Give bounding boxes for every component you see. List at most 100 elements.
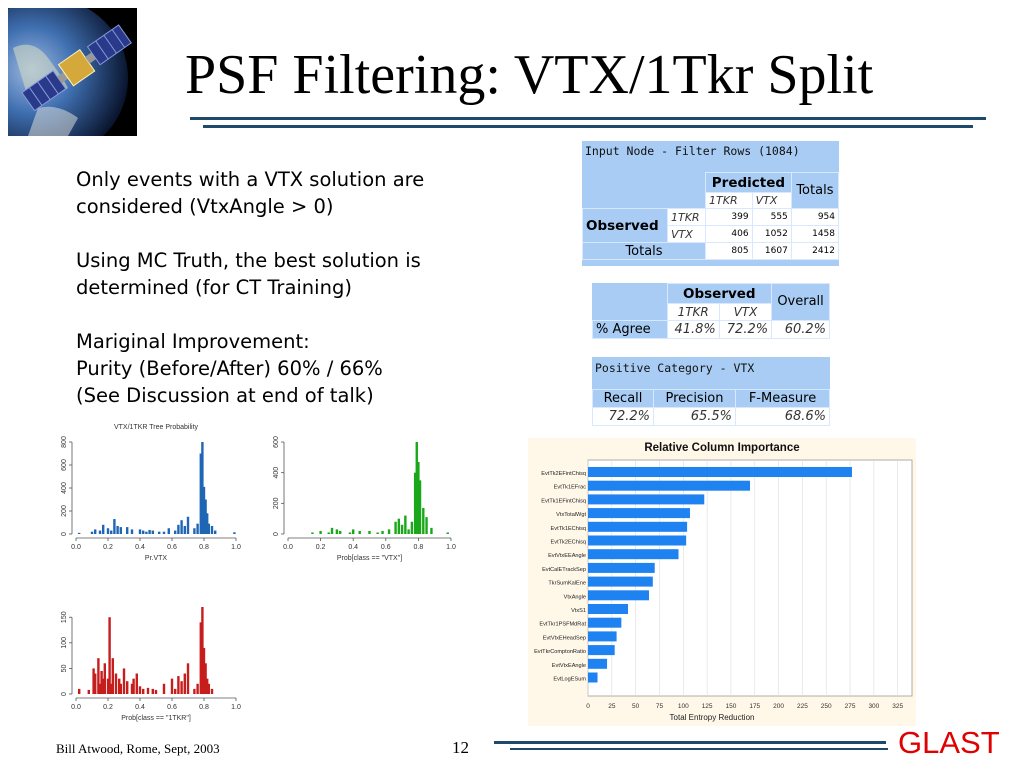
histogram-bar	[214, 530, 217, 534]
footer-rule-2	[510, 748, 888, 750]
x-tick-label: 0.6	[381, 544, 391, 551]
histogram-bar	[78, 688, 81, 694]
confusion-table-header: Input Node - Filter Rows (1084)	[585, 144, 800, 158]
col-label-1tkr: 1TKR	[705, 192, 753, 209]
cell: 954	[790, 208, 840, 226]
y-tick-label: 0	[61, 532, 68, 536]
histogram-bar	[311, 532, 314, 534]
histogram-bar	[210, 525, 214, 534]
y-tick-label: 200	[273, 497, 280, 509]
category-label: EvtVtxEEAngle	[548, 553, 586, 559]
importance-bar	[588, 604, 629, 614]
histogram-bar	[201, 442, 204, 534]
category-label: EvtTk2EChisq	[551, 540, 586, 546]
footer-rule	[494, 741, 886, 744]
chart-title: Relative Column Importance	[644, 442, 799, 454]
histogram-bar	[78, 532, 81, 534]
importance-bar	[588, 549, 679, 560]
column-importance-chart: Relative Column Importance 0 25 50 75 100 125 1…	[528, 438, 916, 726]
histogram-bar	[100, 670, 103, 694]
histogram-bar	[368, 530, 371, 534]
histogram-bar	[397, 518, 401, 534]
agree-value-overall: 60.2%	[771, 319, 830, 340]
histogram-bar	[102, 524, 105, 534]
title-underline-2	[203, 125, 973, 128]
histogram-bar	[186, 663, 190, 694]
histogram-bar	[183, 525, 186, 534]
glast-brand: GLAST	[898, 725, 1000, 760]
satellite-earth-icon	[8, 8, 137, 136]
y-tick-label: 800	[61, 436, 68, 448]
histogram-bar	[206, 513, 209, 534]
histogram-bar	[97, 658, 100, 694]
category-label: VtxS1	[571, 608, 586, 614]
histogram-bar	[98, 683, 102, 694]
histogram-bar	[113, 519, 116, 534]
histogram-bar	[193, 688, 196, 694]
y-tick-label: 50	[61, 664, 68, 672]
totals-row-label: Totals	[581, 242, 707, 260]
histogram-bar	[206, 678, 209, 694]
histogram-bar	[90, 531, 94, 534]
histogram-bar	[407, 529, 410, 534]
y-tick-label: 600	[61, 459, 68, 471]
x-tick-label: 0.4	[348, 544, 358, 551]
histogram-bar	[142, 688, 145, 694]
precision-label: Precision	[652, 389, 737, 408]
histogram-bar	[92, 668, 95, 694]
histogram-bar	[146, 687, 150, 694]
histogram-bar	[330, 527, 334, 534]
histogram-bar	[446, 532, 449, 534]
importance-bar	[588, 508, 690, 519]
x-tick-label: 0.8	[199, 544, 209, 551]
totals-label: Totals	[790, 172, 840, 209]
predicted-label: Predicted	[705, 172, 792, 193]
category-label: EvtTk1EFrac	[554, 485, 587, 491]
paragraph-vtx-solution: Only events with a VTX solution are cons…	[76, 168, 425, 218]
histogram-bar	[174, 530, 177, 534]
x-axis-label: Pr.VTX	[145, 555, 168, 562]
histogram-bar	[335, 529, 339, 534]
importance-bar	[588, 480, 750, 491]
importance-bar	[588, 645, 615, 656]
histogram-bar	[199, 622, 202, 694]
x-axis-label: Prob[class == "VTX"]	[337, 555, 402, 562]
histogram-bar	[196, 523, 199, 534]
histogram-bar	[204, 499, 207, 534]
histogram-bar	[102, 678, 105, 694]
histogram-bar	[114, 673, 118, 694]
histogram-bar	[122, 668, 126, 694]
x-tick-label: 0.8	[414, 544, 424, 551]
histogram-bar	[148, 529, 151, 534]
histogram-bar	[162, 683, 166, 694]
histogram-bar	[327, 532, 330, 534]
x-tick-label: 200	[773, 703, 784, 710]
category-label: VtxAngle	[564, 594, 586, 600]
x-tick-label: 1.0	[231, 704, 241, 711]
x-tick-label: 1.0	[231, 544, 241, 551]
histogram-bar	[196, 683, 199, 694]
positive-category-table: Positive Category - VTX Recall Precision…	[592, 357, 830, 426]
x-tick-label: 0.8	[199, 704, 209, 711]
histogram-bar	[358, 530, 361, 534]
cell: 399	[705, 208, 753, 226]
histogram-bar	[202, 486, 206, 534]
histogram-bar	[177, 524, 180, 534]
paragraph-improvement: Mariginal Improvement: Purity (Before/Af…	[76, 330, 383, 407]
x-tick-label: 275	[845, 703, 856, 710]
histogram-bar	[183, 673, 186, 694]
category-label: EvtTkrComptonRatio	[534, 649, 586, 655]
histogram-bar	[111, 658, 114, 694]
histogram-bar	[158, 531, 161, 534]
category-label: TkrSumKalEne	[548, 581, 586, 587]
histogram-bar	[180, 681, 183, 694]
importance-bar	[588, 576, 653, 587]
histogram-bar	[94, 529, 97, 534]
x-tick-label: 1.0	[446, 544, 456, 551]
histogram-bar	[132, 678, 135, 694]
category-label: EvtTkr1PSFMdRat	[539, 622, 586, 628]
cell: 406	[705, 225, 753, 243]
histogram-bar	[418, 480, 422, 534]
cell: 805	[705, 242, 753, 260]
x-tick-label: 0.0	[283, 544, 293, 551]
